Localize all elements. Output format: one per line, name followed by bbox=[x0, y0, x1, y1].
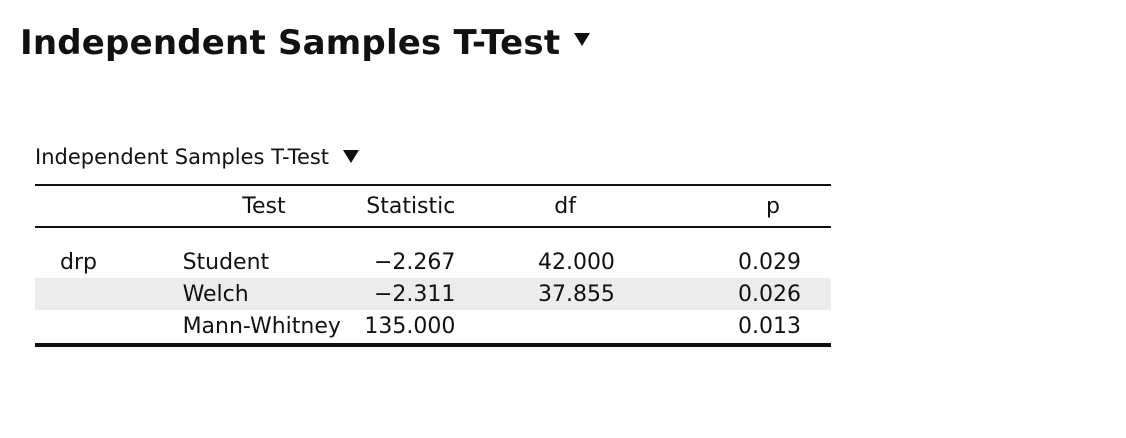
cell-statistic: 135.000 bbox=[345, 310, 456, 347]
analysis-title[interactable]: Independent Samples T-Test bbox=[20, 18, 591, 68]
header-df: df bbox=[554, 193, 576, 219]
cell-statistic: −2.267 bbox=[373, 249, 456, 275]
results-table: Test Statistic df p drp Student −2.267 4… bbox=[35, 184, 831, 347]
cell-df bbox=[455, 310, 615, 347]
cell-variable bbox=[35, 278, 183, 310]
cell-variable: drp bbox=[60, 249, 97, 275]
table-spacer bbox=[35, 227, 831, 246]
table-title-text: Independent Samples T-Test bbox=[35, 145, 330, 169]
table-row: Mann-Whitney 135.000 0.013 bbox=[35, 310, 831, 347]
analysis-title-text: Independent Samples T-Test bbox=[20, 23, 561, 63]
table-header-row: Test Statistic df p bbox=[35, 185, 831, 227]
table-title[interactable]: Independent Samples T-Test bbox=[35, 141, 360, 173]
cell-statistic: −2.311 bbox=[345, 278, 456, 310]
dropdown-arrow-icon[interactable] bbox=[574, 32, 591, 46]
table-row: Welch −2.311 37.855 0.026 bbox=[35, 278, 831, 310]
cell-df: 37.855 bbox=[455, 278, 615, 310]
header-statistic: Statistic bbox=[366, 193, 456, 219]
header-variable bbox=[35, 185, 183, 227]
cell-test: Student bbox=[182, 249, 270, 275]
cell-variable bbox=[35, 310, 183, 347]
cell-test: Mann-Whitney bbox=[182, 310, 346, 347]
table-row: drp Student −2.267 42.000 0.029 bbox=[35, 246, 831, 278]
cell-p: 0.013 bbox=[614, 310, 831, 347]
header-test: Test bbox=[242, 193, 286, 219]
cell-p: 0.029 bbox=[738, 249, 801, 275]
table-dropdown-arrow-icon[interactable] bbox=[343, 149, 360, 163]
header-p: p bbox=[765, 193, 780, 219]
cell-df: 42.000 bbox=[537, 249, 615, 275]
cell-p: 0.026 bbox=[614, 278, 831, 310]
cell-test: Welch bbox=[182, 278, 346, 310]
